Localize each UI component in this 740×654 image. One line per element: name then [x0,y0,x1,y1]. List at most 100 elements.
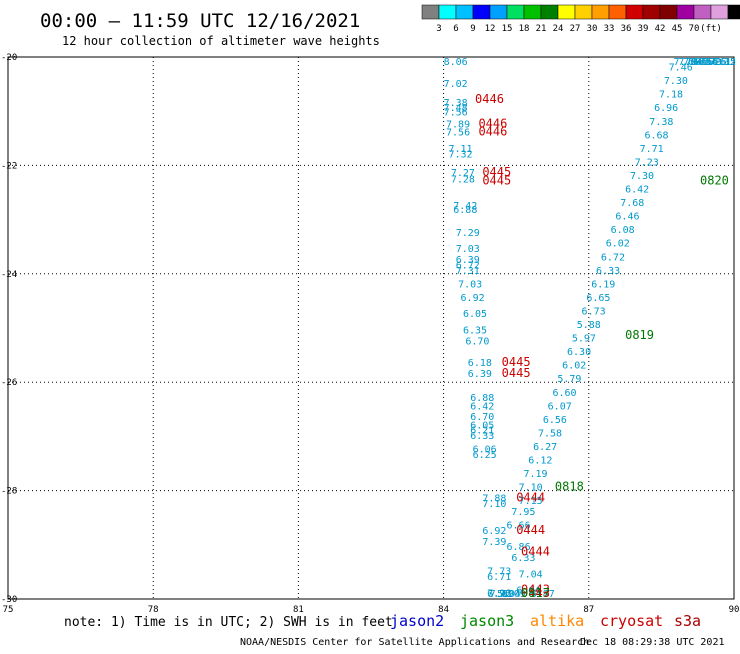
y-tick-label: -30 [1,595,17,605]
legend-entry-altika: altika [530,612,584,630]
wave-height-label: 7.56 [444,108,468,119]
wave-height-label: 5.97 [572,334,596,345]
wave-height-label: 7.71 [640,144,664,155]
time-label: 0819 [625,328,654,342]
wave-height-label: 7.04 [519,569,543,580]
wave-height-label: 6.35 [463,325,487,336]
wave-height-label: 7.23 [635,157,659,168]
wave-height-label: 6.02 [562,361,586,372]
x-tick-label: 75 [3,605,14,615]
wave-height-label: 6.65 [586,293,610,304]
color-scale-label: 24 [553,24,564,34]
time-label: 0817 [521,586,550,600]
satellite-legend: jason2 jason3 altika cryosat s3a [390,612,701,630]
wave-height-label: 7.29 [456,228,480,239]
wave-height-label: 6.46 [615,212,639,223]
wave-height-label: 7.30 [664,76,688,87]
wave-height-label: 5.79 [557,374,581,385]
wave-height-label: 6.45 [688,57,712,68]
wave-height-label: 7.96 [487,588,511,599]
color-scale-label: 18 [519,24,530,34]
wave-height-label: 7.95 [511,507,535,518]
color-scale-label: 39 [638,24,649,34]
wave-height-label: 6.56 [543,415,567,426]
color-scale-label: 30 [587,24,598,34]
wave-height-label: 7.03 [456,244,480,255]
color-swatch [540,4,559,20]
color-scale-label: (ft) [700,24,722,34]
color-scale-label: 27 [570,24,581,34]
plot-frame [7,56,735,600]
color-swatch [455,4,474,20]
color-scale-label: 12 [485,24,496,34]
wave-height-label: 6.72 [456,260,480,271]
wave-height-label: 6.61 [707,57,731,68]
time-label: 0445 [502,355,531,369]
x-tick-label: 90 [729,605,740,615]
wave-height-label: 7.88 [482,493,506,504]
wave-height-label: 6.72 [601,252,625,263]
color-swatch [438,4,457,20]
wave-height-label: 6.39 [456,255,480,266]
wave-height-label: 6.33 [470,431,494,442]
color-scale-label: 9 [470,24,475,34]
color-scale-bar: 3 6 9 12 15 18 21 24 27 30 33 36 39 42 45 70 (ft) [421,4,740,34]
time-labels: 0446044604460445044504450445044404440444… [475,92,729,600]
tick-labels: 75 78 81 84 87 90 -20 -22 -24 -26 -28 -30 [1,53,739,615]
wave-height-labels: 8.067.027.387.487.567.897.567.117.327.27… [444,57,736,600]
wave-height-label: 7.32 [448,149,472,160]
color-swatch [625,4,644,20]
wave-height-label: 6.60 [553,388,577,399]
wave-height-label: 6.26 [703,57,727,68]
color-scale-label: 45 [672,24,683,34]
wave-height-label: 6.68 [644,130,668,141]
wave-height-label: 6.33 [511,553,535,564]
legend-entry-jason2: jason2 [390,612,444,630]
wave-height-label: 6.35 [712,57,736,68]
y-tick-label: -22 [1,161,17,171]
color-scale-label: 21 [536,24,547,34]
color-swatch [472,4,491,20]
wave-height-label: 6.87 [531,589,555,600]
wave-height-label: 6.05 [470,420,494,431]
wave-height-label: 6.02 [606,239,630,250]
wave-height-label: 7.10 [482,499,506,510]
y-tick-label: -24 [1,270,17,280]
wave-height-label: 7.02 [444,79,468,90]
chart-title: 00:00 – 11:59 UTC 12/16/2021 [40,10,360,32]
y-tick-label: -26 [1,378,17,388]
time-label: 0820 [700,173,729,187]
color-scale-label: 42 [655,24,666,34]
x-tick-label: 87 [583,605,594,615]
wave-height-label: 7.56 [446,128,470,139]
legend-entry-s3a: s3a [674,612,701,630]
color-swatch [608,4,627,20]
wave-height-label: 6.42 [625,185,649,196]
wave-height-label: 7.11 [448,144,472,155]
x-tick-label: 78 [148,605,159,615]
wave-height-label: 6.79 [698,57,722,68]
wave-height-label: 5.04 [497,589,521,600]
wave-height-label: 7.27 [451,168,475,179]
time-label: 0444 [521,545,550,559]
y-tick-label: -28 [1,487,17,497]
wave-height-label: 6.71 [487,572,511,583]
wave-height-label: 6.09 [502,589,526,600]
wave-height-label: 6.19 [591,279,615,290]
time-label: 0443 [521,583,550,597]
time-label: 0445 [482,165,511,179]
color-scale-label: 70 [689,24,700,34]
wave-height-label: 7.10 [519,483,543,494]
wave-height-label: 6.88 [453,205,477,216]
color-swatch [506,4,525,20]
color-swatch [574,4,593,20]
wave-height-label: 6.73 [582,306,606,317]
wave-height-label: 6.06 [473,445,497,456]
time-label: 0444 [516,523,545,537]
color-swatch [659,4,678,20]
time-label: 0446 [475,92,504,106]
wave-height-label: 6.70 [470,412,494,423]
wave-height-label: 6.12 [712,57,736,68]
